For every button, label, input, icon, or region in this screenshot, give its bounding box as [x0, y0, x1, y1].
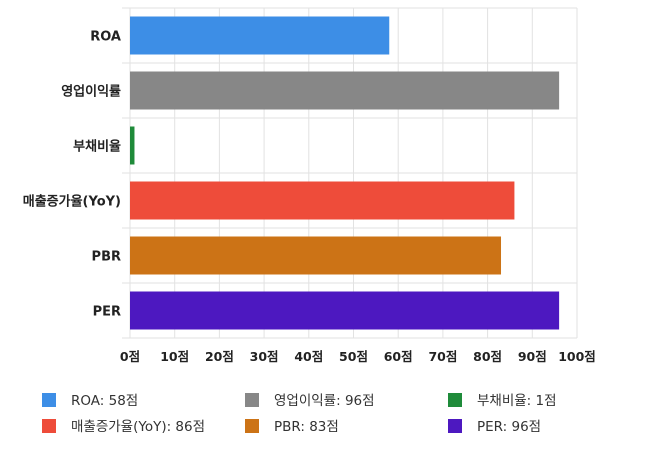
- x-tick-label-4: 40점: [294, 349, 323, 364]
- x-tick-label-1: 10점: [160, 349, 189, 364]
- category-label-0: ROA: [90, 30, 121, 45]
- category-label-5: PER: [93, 305, 121, 320]
- x-tick-label-5: 50점: [339, 349, 368, 364]
- legend-swatch-3: [42, 419, 56, 433]
- legend-swatch-5: [448, 419, 462, 433]
- category-label-2: 부채비율: [73, 139, 121, 155]
- x-tick-labels: 0점 10점 20점 30점 40점 50점 60점 70점 80점 90점 100점: [120, 349, 596, 364]
- legend-swatch-1: [245, 393, 259, 407]
- legend-swatch-2: [448, 393, 462, 407]
- legend-label-3: 매출증가율(YoY): 86점: [71, 419, 205, 435]
- grid: [122, 7, 578, 339]
- bar-2: [130, 126, 135, 165]
- category-label-1: 영업이익률: [61, 84, 121, 100]
- x-tick-label-3: 30점: [250, 349, 279, 364]
- category-label-3: 매출증가율(YoY): [23, 194, 121, 210]
- x-tick-label-7: 70점: [428, 349, 457, 364]
- bars: [130, 16, 560, 330]
- legend-label-5: PER: 96점: [477, 419, 541, 435]
- legend-label-0: ROA: 58점: [71, 393, 138, 409]
- bar-1: [130, 71, 560, 110]
- bar-0: [130, 16, 390, 55]
- x-tick-label-9: 90점: [518, 349, 547, 364]
- x-tick-label-0: 0점: [120, 349, 140, 364]
- x-tick-label-6: 60점: [384, 349, 413, 364]
- bar-5: [130, 291, 560, 330]
- legend-swatch-4: [245, 419, 259, 433]
- legend-label-4: PBR: 83점: [274, 419, 339, 435]
- x-tick-label-10: 100점: [558, 349, 596, 364]
- bar-3: [130, 181, 515, 220]
- x-tick-label-8: 80점: [473, 349, 502, 364]
- legend-swatch-0: [42, 393, 56, 407]
- legend-label-2: 부채비율: 1점: [477, 393, 557, 409]
- category-label-4: PBR: [92, 250, 121, 265]
- x-tick-label-2: 20점: [205, 349, 234, 364]
- legend-label-1: 영업이익률: 96점: [274, 393, 375, 409]
- bar-4: [130, 236, 502, 275]
